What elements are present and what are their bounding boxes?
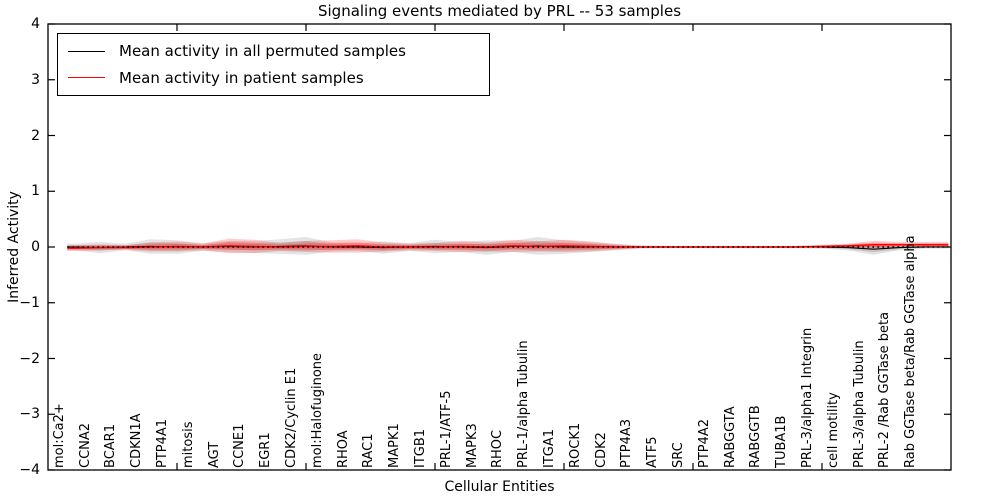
legend-entry-patient: Mean activity in patient samples: [68, 65, 479, 91]
legend-label-permuted: Mean activity in all permuted samples: [119, 42, 406, 61]
x-category-label: PRL-1/alpha Tubulin: [516, 340, 532, 468]
x-category-label: AGT: [206, 441, 222, 468]
x-category-label: CDKN1A: [129, 413, 145, 468]
y-tick-label: 2: [31, 127, 40, 144]
y-tick-label: −2: [19, 350, 40, 367]
x-category-label: RAC1: [361, 433, 377, 468]
y-tick-label: 3: [31, 71, 40, 88]
x-category-label: RABGGTB: [748, 405, 764, 468]
x-category-label: RHOA: [335, 430, 351, 468]
chart-title: Signaling events mediated by PRL -- 53 s…: [317, 2, 682, 20]
x-category-label: CDK2/Cyclin E1: [284, 367, 299, 468]
x-category-label: EGR1: [258, 432, 274, 468]
y-tick-label: −1: [19, 294, 40, 311]
x-category-label: ROCK1: [567, 422, 583, 468]
x-category-label: PRL-1/ATF-5: [438, 390, 454, 469]
x-axis-label: Cellular Entities: [444, 479, 555, 495]
x-category-label: BCAR1: [103, 424, 119, 468]
y-tick-label: 1: [31, 183, 40, 200]
y-tick-label: −3: [19, 406, 40, 423]
x-category-label: cell motility: [825, 392, 841, 468]
legend-label-patient: Mean activity in patient samples: [119, 68, 364, 87]
y-tick-label: 0: [31, 239, 40, 255]
patient-line-swatch: [68, 77, 105, 79]
x-category-label: MAPK3: [464, 423, 480, 468]
x-category-label: PRL-2 /Rab GGTase beta: [877, 311, 893, 468]
x-category-label: mol:Halofuginone: [309, 352, 325, 468]
x-category-label: CCNE1: [232, 423, 248, 468]
y-tick-label: −4: [19, 462, 40, 478]
x-category-label: CCNA2: [77, 422, 93, 468]
x-category-label: SRC: [671, 442, 686, 468]
x-category-label: ITGA1: [542, 428, 557, 468]
x-category-label: mitosis: [180, 421, 196, 468]
x-category-label: PTP4A1: [155, 418, 170, 468]
x-category-label: RABGGTA: [722, 406, 738, 468]
legend-entry-permuted: Mean activity in all permuted samples: [68, 38, 479, 64]
x-category-label: PTP4A2: [696, 418, 712, 468]
x-category-label: MAPK1: [387, 423, 403, 468]
x-category-label: RHOC: [490, 429, 506, 468]
permuted-line-swatch: [68, 50, 105, 52]
x-category-label: CDK2: [593, 432, 609, 468]
x-category-label: TUBA1B: [774, 415, 790, 468]
x-category-label: PRL-3/alpha1 Integrin: [800, 327, 815, 468]
x-category-label: Rab GGTase beta/Rab GGTase alpha: [903, 235, 919, 468]
y-tick-label: 4: [31, 16, 40, 32]
x-category-label: PRL-3/alpha Tubulin: [851, 340, 867, 468]
x-category-label: ITGB1: [413, 428, 428, 468]
x-category-label: mol:Ca2+: [51, 403, 67, 468]
x-category-label: PTP4A3: [619, 418, 635, 468]
x-category-label: ATF5: [645, 436, 661, 468]
legend: Mean activity in all permuted samples Me…: [57, 33, 490, 96]
